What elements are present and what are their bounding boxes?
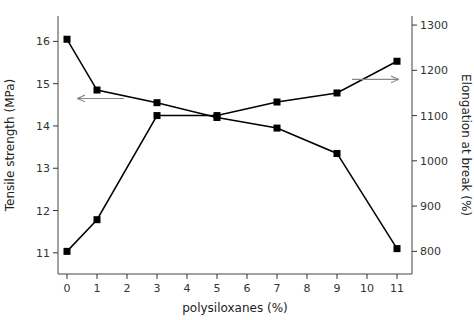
y2-tick bbox=[412, 70, 417, 71]
x-tick bbox=[67, 274, 68, 279]
chart: 0123456789101111121314151680090010001100… bbox=[0, 0, 474, 320]
point bbox=[274, 99, 281, 106]
point bbox=[64, 36, 71, 43]
x-tick-label: 10 bbox=[360, 282, 374, 295]
y-axis-label: Tensile strength (MPa) bbox=[3, 79, 17, 213]
y-tick bbox=[53, 252, 58, 253]
y-tick bbox=[53, 168, 58, 169]
y2-tick-label: 800 bbox=[420, 245, 441, 258]
x-tick bbox=[127, 274, 128, 279]
annotation-arrow bbox=[352, 79, 399, 80]
series-line bbox=[67, 61, 397, 251]
x-tick-label: 11 bbox=[390, 282, 404, 295]
y2-axis-line bbox=[412, 16, 413, 274]
y-tick bbox=[53, 125, 58, 126]
y2-tick bbox=[412, 206, 417, 207]
x-tick-label: 7 bbox=[274, 282, 281, 295]
y2-tick-label: 900 bbox=[420, 200, 441, 213]
y2-tick-label: 1300 bbox=[420, 19, 448, 32]
x-tick bbox=[157, 274, 158, 279]
x-tick bbox=[247, 274, 248, 279]
y-tick bbox=[53, 210, 58, 211]
point bbox=[154, 112, 161, 119]
y-tick-label: 14 bbox=[36, 120, 50, 133]
x-tick-label: 6 bbox=[244, 282, 251, 295]
x-tick bbox=[367, 274, 368, 279]
x-tick bbox=[307, 274, 308, 279]
y-tick-label: 12 bbox=[36, 205, 50, 218]
point bbox=[64, 248, 71, 255]
y2-tick bbox=[412, 115, 417, 116]
y-tick-label: 16 bbox=[36, 35, 50, 48]
point bbox=[94, 216, 101, 223]
x-tick bbox=[337, 274, 338, 279]
y-tick bbox=[53, 83, 58, 84]
point bbox=[394, 245, 401, 252]
x-tick-label: 3 bbox=[154, 282, 161, 295]
x-tick-label: 1 bbox=[94, 282, 101, 295]
point bbox=[274, 125, 281, 132]
y2-tick bbox=[412, 251, 417, 252]
y2-tick-label: 1200 bbox=[420, 64, 448, 77]
point bbox=[334, 89, 341, 96]
y-tick-label: 15 bbox=[36, 78, 50, 91]
x-tick bbox=[187, 274, 188, 279]
series-line bbox=[67, 39, 397, 248]
x-tick bbox=[97, 274, 98, 279]
x-tick bbox=[397, 274, 398, 279]
x-tick-label: 5 bbox=[214, 282, 221, 295]
x-tick bbox=[217, 274, 218, 279]
y-axis-line bbox=[58, 16, 59, 274]
y-tick-label: 13 bbox=[36, 162, 50, 175]
x-tick-label: 2 bbox=[124, 282, 131, 295]
y-tick-label: 11 bbox=[36, 247, 50, 260]
x-tick-label: 9 bbox=[334, 282, 341, 295]
y2-tick bbox=[412, 25, 417, 26]
x-tick-label: 8 bbox=[304, 282, 311, 295]
x-tick-label: 4 bbox=[184, 282, 191, 295]
point bbox=[394, 58, 401, 65]
y2-tick bbox=[412, 160, 417, 161]
x-axis-label: polysiloxanes (%) bbox=[182, 301, 288, 315]
point bbox=[334, 150, 341, 157]
point bbox=[94, 87, 101, 94]
point bbox=[154, 99, 161, 106]
plot-area bbox=[64, 36, 401, 255]
y2-tick-label: 1100 bbox=[420, 110, 448, 123]
y-tick bbox=[53, 41, 58, 42]
annotation-arrow bbox=[78, 98, 125, 99]
y2-axis-label: Elongation at break (%) bbox=[459, 74, 473, 216]
y2-tick-label: 1000 bbox=[420, 155, 448, 168]
x-axis-line bbox=[58, 274, 412, 275]
x-tick-label: 0 bbox=[64, 282, 71, 295]
x-tick bbox=[277, 274, 278, 279]
point bbox=[214, 112, 221, 119]
